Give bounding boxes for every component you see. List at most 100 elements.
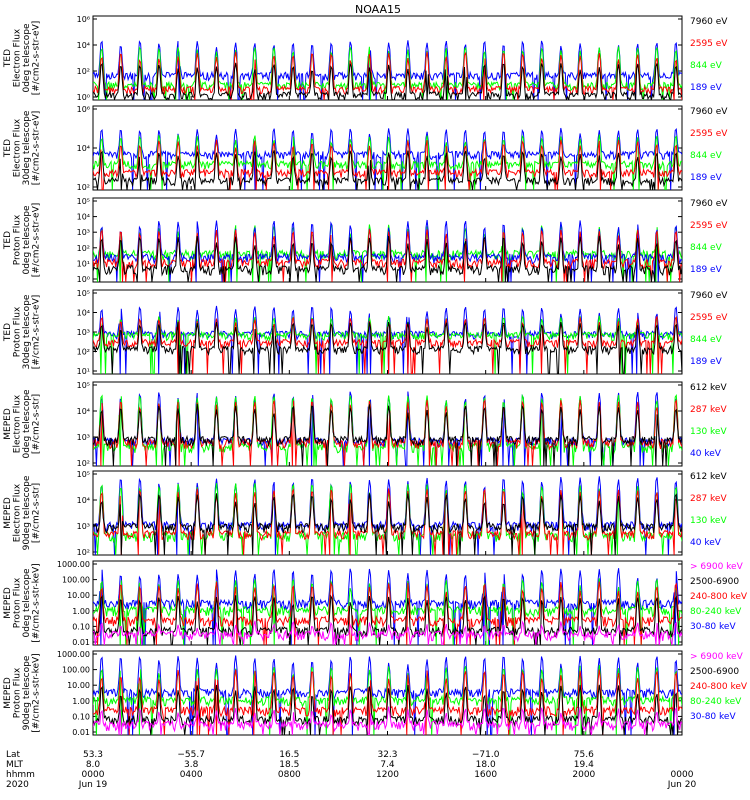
legend-entry: 844 eV [690, 61, 723, 71]
legend-entry: 7960 eV [690, 291, 728, 301]
y-axis-label-line: 90deg telescope [22, 475, 32, 550]
legend-entry: 189 eV [690, 265, 723, 275]
series-line [93, 488, 682, 555]
y-tick-label: 1.00 [72, 697, 90, 706]
y-tick-label: 10² [77, 348, 90, 357]
x-tick-label-mlt: 8.0 [86, 760, 101, 770]
series-line [93, 134, 682, 190]
series-line [93, 127, 682, 190]
y-axis-label-line: Proton Flux [13, 306, 23, 357]
series-group [93, 305, 682, 374]
chart-panel-5: 10² 10³ 10⁴ 10⁵ MEPEDElectron Flux0deg teles… [3, 381, 727, 468]
y-axis-label-line: TED [3, 323, 13, 342]
x-tick-label-hhmm: 2000 [572, 770, 595, 780]
y-axis-label-line: Proton Flux [13, 577, 23, 628]
y-tick-label: 10⁶ [77, 15, 90, 24]
y-axis-label-line: 0deg telescope [22, 568, 32, 638]
y-axis-label: TEDProton Flux30deg telescope[#/cm2-s-st… [3, 294, 42, 369]
y-tick-label: 10² [77, 459, 90, 468]
y-tick-label: 10⁴ [77, 213, 90, 222]
chart-panel-6: 10² 10³ 10⁴ 10⁵ MEPEDElectron Flux90deg tele… [3, 470, 727, 557]
y-axis-label-line: Electron Flux [13, 483, 23, 542]
x-tick-label-mlt: 18.5 [279, 760, 299, 770]
legend-entry: > 6900 keV [690, 562, 744, 572]
y-tick-label: 10⁴ [77, 144, 90, 153]
y-tick-label: 1000.00 [57, 560, 90, 569]
x-tick-label-hhmm: 1200 [376, 770, 399, 780]
series-line [93, 684, 682, 735]
figure-title: NOAA15 [355, 3, 401, 16]
y-axis-label-line: 30deg telescope [22, 110, 32, 185]
x-axis-row-label: 2020 [6, 780, 29, 790]
y-axis-label-line: 90deg telescope [22, 655, 32, 730]
series-line [93, 706, 682, 735]
y-axis-label-line: Electron Flux [13, 394, 23, 453]
legend-entry: 2500-6900 [690, 667, 739, 677]
legend-entry: 2500-6900 [690, 577, 739, 587]
series-line [93, 139, 682, 190]
legend-entry: 844 eV [690, 243, 723, 253]
chart-panel-7: 0.01 0.10 1.00 10.00 100.00 1000.00 MEPEDProto… [3, 560, 748, 647]
y-tick-label: 10.00 [67, 681, 90, 690]
y-tick-label: 10⁴ [77, 309, 90, 318]
legend-entry: > 6900 keV [690, 652, 744, 662]
series-group [93, 655, 682, 735]
x-tick-label-date: Jun 19 [78, 780, 108, 790]
y-axis-label-line: 0deg telescope [22, 23, 32, 93]
y-axis-label: MEPEDElectron Flux0deg telescope[#/cm2-s… [3, 389, 42, 459]
x-tick-label-lat: 16.5 [279, 750, 299, 760]
y-axis-label-line: TED [3, 49, 13, 68]
series-line [93, 393, 682, 466]
y-tick-label: 10² [77, 244, 90, 253]
x-tick-label-mlt: 3.8 [184, 760, 199, 770]
x-tick-label-lat: 32.3 [377, 750, 397, 760]
x-axis-row-label: hhmm [6, 770, 35, 780]
y-axis-label: MEPEDProton Flux90deg telescope[#/cm2-s-… [3, 653, 42, 732]
y-tick-label: 10⁴ [77, 41, 90, 50]
y-tick-label: 0.01 [72, 638, 90, 647]
y-axis-label: TEDProton Flux0deg telescope[#/cm2-s-str… [3, 203, 42, 278]
x-tick-label-hhmm: 0000 [671, 770, 694, 780]
legend-entry: 612 keV [690, 383, 727, 393]
chart-panel-2: 10² 10⁴ 10⁶ TEDElectron Flux30deg telescope… [3, 105, 728, 192]
series-line [93, 594, 682, 645]
chart-panel-4: 10¹ 10² 10³ 10⁴ 10⁵ TEDProton Flux30deg teles… [3, 289, 728, 376]
y-tick-label: 0.01 [72, 728, 90, 737]
legend-entry: 30-80 keV [690, 622, 736, 632]
legend-entry: 40 keV [690, 538, 722, 548]
legend-entry: 240-800 keV [690, 592, 748, 602]
legend-entry: 844 eV [690, 335, 723, 345]
x-tick-label-date: Jun 20 [667, 780, 697, 790]
series-line [93, 492, 682, 555]
legend-entry: 189 eV [690, 173, 723, 183]
y-axis-label-line: Proton Flux [13, 214, 23, 265]
y-tick-label: 10² [77, 67, 90, 76]
legend-entry: 240-800 keV [690, 682, 748, 692]
legend-entry: 2595 eV [690, 129, 728, 139]
series-line [93, 669, 682, 735]
series-group [93, 219, 682, 282]
series-group [93, 568, 682, 645]
y-axis-label-line: [#/cm2-s-str-eV] [32, 21, 42, 96]
legend-entry: 287 keV [690, 405, 727, 415]
series-line [93, 235, 682, 282]
x-axis-row-label: MLT [6, 760, 24, 770]
series-line [93, 62, 682, 100]
series-group [93, 476, 682, 555]
y-tick-label: 10⁰ [77, 275, 90, 284]
y-axis-label-line: MEPED [3, 497, 13, 529]
y-tick-label: 1.00 [72, 607, 90, 616]
series-line [93, 581, 682, 645]
series-line [93, 316, 682, 374]
legend-entry: 189 eV [690, 83, 723, 93]
legend-entry: 2595 eV [690, 313, 728, 323]
x-tick-label-lat: −55.7 [177, 750, 205, 760]
y-axis-label-line: Electron Flux [13, 28, 23, 87]
y-tick-label: 100.00 [62, 576, 90, 585]
y-axis-label-line: [#/cm2-s-str] [32, 394, 42, 454]
y-tick-label: 1000.00 [57, 650, 90, 659]
legend-entry: 80-240 keV [690, 607, 742, 617]
legend-entry: 80-240 keV [690, 697, 742, 707]
y-tick-label: 10⁶ [77, 105, 90, 114]
x-tick-label-hhmm: 0000 [82, 770, 105, 780]
